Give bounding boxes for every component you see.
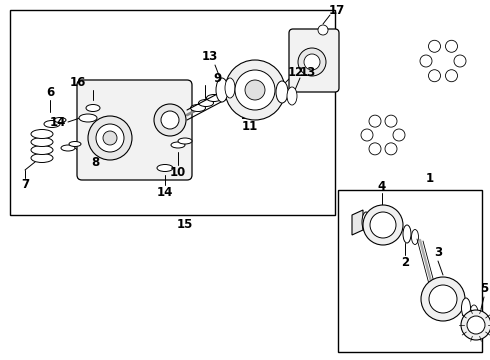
Text: 4: 4 xyxy=(378,180,386,193)
Text: 8: 8 xyxy=(91,156,99,168)
Circle shape xyxy=(421,277,465,321)
Circle shape xyxy=(318,25,328,35)
Circle shape xyxy=(361,129,373,141)
Circle shape xyxy=(428,70,441,82)
Ellipse shape xyxy=(470,305,478,321)
Ellipse shape xyxy=(198,99,214,107)
Ellipse shape xyxy=(206,94,221,102)
FancyBboxPatch shape xyxy=(289,29,339,92)
FancyBboxPatch shape xyxy=(77,80,192,180)
Circle shape xyxy=(429,285,457,313)
Polygon shape xyxy=(352,210,363,235)
Circle shape xyxy=(393,129,405,141)
Circle shape xyxy=(235,70,275,110)
Circle shape xyxy=(298,48,326,76)
Text: 10: 10 xyxy=(170,166,186,180)
Text: 6: 6 xyxy=(46,86,54,99)
Text: 13: 13 xyxy=(202,50,218,63)
Circle shape xyxy=(420,55,432,67)
Ellipse shape xyxy=(31,138,53,147)
Ellipse shape xyxy=(216,78,228,102)
Text: 9: 9 xyxy=(214,72,222,85)
Circle shape xyxy=(454,55,466,67)
Ellipse shape xyxy=(412,230,418,244)
Text: 2: 2 xyxy=(401,256,409,269)
Text: 14: 14 xyxy=(157,185,173,198)
Circle shape xyxy=(103,131,117,145)
Ellipse shape xyxy=(171,142,185,148)
Bar xyxy=(10,10,335,215)
Circle shape xyxy=(467,316,485,334)
Ellipse shape xyxy=(276,81,288,103)
Text: 3: 3 xyxy=(434,247,442,260)
Text: 14: 14 xyxy=(50,116,66,129)
Circle shape xyxy=(445,40,458,52)
Ellipse shape xyxy=(157,165,173,171)
Text: 12: 12 xyxy=(288,67,304,80)
Ellipse shape xyxy=(31,145,53,154)
Circle shape xyxy=(428,40,441,52)
Text: 15: 15 xyxy=(177,219,193,231)
Ellipse shape xyxy=(403,225,411,243)
Ellipse shape xyxy=(191,104,205,112)
Text: 5: 5 xyxy=(480,283,488,296)
Circle shape xyxy=(154,104,186,136)
Circle shape xyxy=(385,143,397,155)
Ellipse shape xyxy=(44,121,60,127)
Circle shape xyxy=(245,80,265,100)
Bar xyxy=(338,190,482,352)
Ellipse shape xyxy=(462,298,470,318)
Text: 13: 13 xyxy=(300,67,316,80)
Circle shape xyxy=(385,115,397,127)
Ellipse shape xyxy=(69,141,81,147)
Ellipse shape xyxy=(225,78,235,98)
Ellipse shape xyxy=(54,117,66,122)
Ellipse shape xyxy=(362,212,370,232)
Ellipse shape xyxy=(178,138,192,144)
Circle shape xyxy=(370,212,396,238)
Text: 11: 11 xyxy=(242,120,258,132)
Ellipse shape xyxy=(61,145,75,151)
Text: 1: 1 xyxy=(426,171,434,184)
Text: 7: 7 xyxy=(21,179,29,192)
Circle shape xyxy=(369,115,381,127)
Text: 17: 17 xyxy=(329,4,345,17)
Circle shape xyxy=(161,111,179,129)
Circle shape xyxy=(369,143,381,155)
Circle shape xyxy=(461,310,490,340)
Circle shape xyxy=(445,70,458,82)
Circle shape xyxy=(225,60,285,120)
Circle shape xyxy=(96,124,124,152)
Ellipse shape xyxy=(79,114,97,122)
Text: 16: 16 xyxy=(70,77,86,90)
Ellipse shape xyxy=(86,104,100,112)
Circle shape xyxy=(88,116,132,160)
Circle shape xyxy=(363,205,403,245)
Ellipse shape xyxy=(31,130,53,139)
Circle shape xyxy=(304,54,320,70)
Ellipse shape xyxy=(287,87,297,105)
Ellipse shape xyxy=(31,153,53,162)
